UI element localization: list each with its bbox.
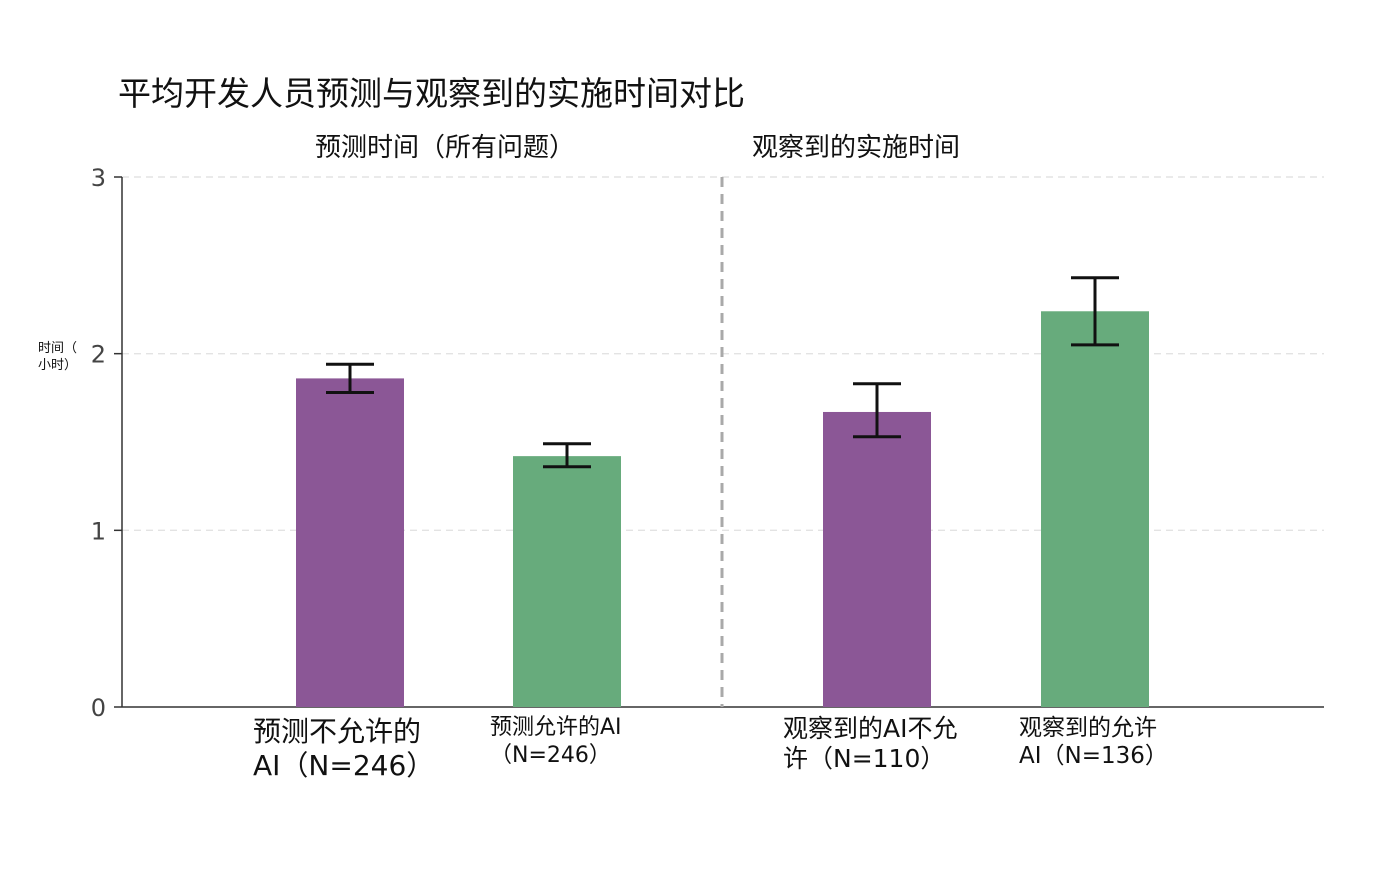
x-category-label-line: 观察到的AI不允 xyxy=(783,714,958,743)
x-category-label-line: 预测不允许的 xyxy=(253,715,422,748)
chart-title: 平均开发人员预测与观察到的实施时间对比 xyxy=(118,74,745,113)
x-category-label-line: 许（N=110） xyxy=(783,744,946,773)
x-category-label-line: 预测允许的AI xyxy=(490,715,622,740)
x-category-label: 预测不允许的 AI（N=246） xyxy=(253,715,434,783)
y-axis-label: 时间（ 小时） xyxy=(38,340,92,374)
x-category-label: 观察到的AI不允 许（N=110） xyxy=(783,714,957,774)
bar xyxy=(823,411,931,707)
x-category-label: 预测允许的AI （N=246） xyxy=(490,714,622,770)
y-tick-label: 3 xyxy=(91,164,106,192)
x-category-label-line: AI（N=246） xyxy=(253,749,435,782)
x-category-label-line: 观察到的允许 xyxy=(1019,715,1157,741)
section-title-observed: 观察到的实施时间 xyxy=(752,133,961,163)
x-category-label-line: （N=246） xyxy=(490,743,611,768)
x-category-label: 观察到的允许 AI（N=136） xyxy=(1019,714,1168,770)
y-axis-label-line: 时间（ xyxy=(38,341,78,356)
bar xyxy=(1041,311,1149,707)
y-tick-label: 1 xyxy=(91,517,106,545)
y-axis-label-line: 小时） xyxy=(38,358,78,373)
section-title-predicted: 预测时间（所有问题） xyxy=(315,133,576,163)
bar xyxy=(296,378,404,707)
bar xyxy=(513,456,621,707)
y-tick-label: 0 xyxy=(91,694,106,722)
y-tick-label: 2 xyxy=(91,341,106,369)
x-category-label-line: AI（N=136） xyxy=(1019,743,1168,769)
